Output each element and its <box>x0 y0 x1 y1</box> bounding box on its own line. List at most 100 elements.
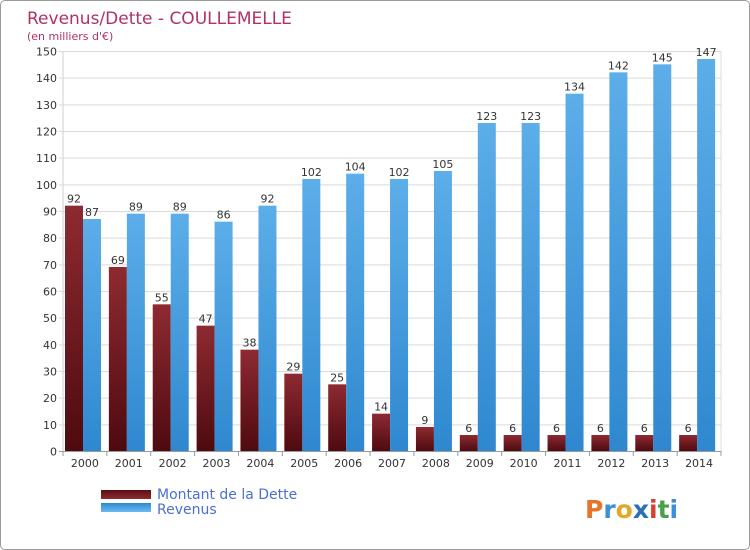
bar-revenus <box>302 179 321 451</box>
value-label-revenus: 134 <box>564 81 585 94</box>
y-tick-label: 120 <box>36 126 57 139</box>
value-label-revenus: 92 <box>260 193 274 206</box>
value-label-revenus: 89 <box>129 201 143 214</box>
bar-revenus <box>126 213 145 451</box>
y-tick-label: 30 <box>43 366 57 379</box>
x-tick-label: 2013 <box>641 457 669 470</box>
value-label-revenus: 145 <box>652 51 673 64</box>
bar-dette <box>591 435 610 451</box>
bar-revenus <box>477 123 496 451</box>
y-tick-label: 0 <box>50 446 57 459</box>
value-label-revenus: 102 <box>301 166 322 179</box>
x-axis-ticks: 2000 2001 2002 2003 2004 2005 2006 2007 2008 2009… <box>62 451 722 470</box>
x-tick-label: 2001 <box>115 457 143 470</box>
value-label-dette: 29 <box>286 361 300 374</box>
y-tick-label: 40 <box>43 339 57 352</box>
bar-revenus <box>653 64 672 452</box>
bar-dette <box>503 435 522 451</box>
bar-revenus <box>390 179 409 451</box>
value-label-dette: 6 <box>685 422 692 435</box>
value-label-dette: 25 <box>330 371 344 384</box>
legend: Montant de la Dette Revenus <box>101 487 297 518</box>
y-tick-label: 20 <box>43 392 57 405</box>
value-label-dette: 38 <box>242 337 256 350</box>
y-tick-label: 10 <box>43 419 57 432</box>
bar-revenus <box>433 171 452 451</box>
value-label-dette: 69 <box>111 254 125 267</box>
chart-subtitle: (en milliers d'€) <box>27 30 113 43</box>
x-tick-label: 2012 <box>597 457 625 470</box>
bar-revenus <box>83 219 101 451</box>
x-tick-label: 2003 <box>203 457 231 470</box>
x-tick-label: 2009 <box>466 457 494 470</box>
bar-dette <box>415 427 434 451</box>
bar-revenus <box>697 59 716 451</box>
y-tick-label: 90 <box>43 206 57 219</box>
bar-dette <box>547 435 566 451</box>
proxiti-logo: Proxiti <box>585 495 678 524</box>
x-tick-label: 2004 <box>246 457 274 470</box>
bar-dette <box>284 373 303 451</box>
bar-dette <box>152 304 171 451</box>
legend-label-revenus: Revenus <box>157 502 217 518</box>
value-label-dette: 47 <box>199 313 213 326</box>
bars-layer <box>65 59 716 452</box>
value-label-revenus: 123 <box>476 110 497 123</box>
legend-swatch-revenus <box>101 503 151 512</box>
y-tick-label: 100 <box>36 179 57 192</box>
y-tick-label: 150 <box>36 46 57 59</box>
bar-revenus <box>170 213 189 451</box>
legend-label-debt: Montant de la Dette <box>157 487 297 503</box>
bar-dette <box>240 349 259 451</box>
bar-revenus <box>258 205 277 451</box>
value-label-revenus: 104 <box>345 161 366 174</box>
bar-revenus <box>609 72 628 451</box>
bar-dette <box>679 435 698 451</box>
x-tick-label: 2006 <box>334 457 362 470</box>
bar-dette <box>635 435 654 451</box>
value-label-revenus: 87 <box>85 206 99 219</box>
value-label-dette: 6 <box>597 422 604 435</box>
value-label-dette: 92 <box>67 193 81 206</box>
x-tick-label: 2008 <box>422 457 450 470</box>
bar-dette <box>196 325 215 451</box>
bar-revenus <box>346 173 365 451</box>
y-tick-label: 70 <box>43 259 57 272</box>
y-tick-label: 130 <box>36 99 57 112</box>
y-tick-label: 110 <box>36 152 57 165</box>
x-tick-label: 2002 <box>159 457 187 470</box>
value-label-dette: 6 <box>641 422 648 435</box>
value-label-revenus: 102 <box>389 166 410 179</box>
bar-dette <box>328 384 347 451</box>
x-tick-label: 2011 <box>553 457 581 470</box>
value-label-revenus: 89 <box>173 201 187 214</box>
y-tick-label: 60 <box>43 286 57 299</box>
x-tick-label: 2005 <box>290 457 318 470</box>
x-tick-label: 2000 <box>71 457 99 470</box>
bar-dette <box>108 267 127 451</box>
y-tick-label: 80 <box>43 232 57 245</box>
y-tick-label: 50 <box>43 312 57 325</box>
legend-swatch-debt <box>101 490 151 499</box>
value-label-revenus: 105 <box>432 158 453 171</box>
bar-dette <box>459 435 478 451</box>
value-label-dette: 6 <box>465 422 472 435</box>
value-label-revenus: 142 <box>608 59 629 72</box>
value-label-revenus: 86 <box>217 209 231 222</box>
bar-dette <box>372 413 391 451</box>
y-axis-ticks: 0 10 20 30 40 50 60 70 80 90 100 110 120 130 140 150 <box>36 46 57 459</box>
x-tick-label: 2014 <box>685 457 713 470</box>
value-labels-layer: 92 87 69 89 55 89 47 86 38 92 29 102 25 104 14 102 9 105 6… <box>67 46 717 435</box>
value-label-revenus: 147 <box>696 46 717 59</box>
chart-title: Revenus/Dette - COULLEMELLE <box>27 9 292 29</box>
y-tick-label: 140 <box>36 72 57 85</box>
value-label-dette: 55 <box>155 291 169 304</box>
value-label-dette: 6 <box>553 422 560 435</box>
x-tick-label: 2010 <box>510 457 538 470</box>
bar-revenus <box>214 221 233 451</box>
bar-dette <box>65 205 83 451</box>
bar-revenus <box>521 123 540 451</box>
x-tick-label: 2007 <box>378 457 406 470</box>
